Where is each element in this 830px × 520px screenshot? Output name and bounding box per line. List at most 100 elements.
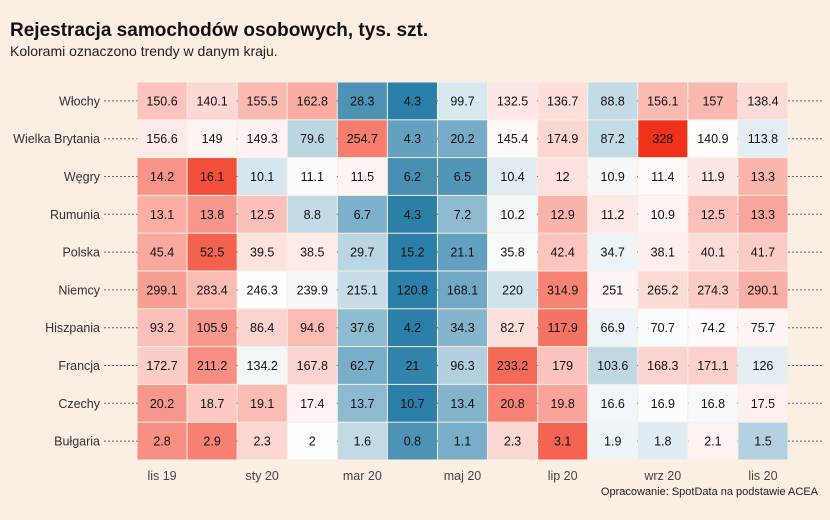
cell-value-label: 16.6 xyxy=(601,397,625,411)
cell-value-label: 145.4 xyxy=(497,132,528,146)
heatmap-cell xyxy=(187,120,237,158)
cell-value-label: 120.8 xyxy=(397,283,428,297)
cell-value-label: 156.6 xyxy=(146,132,177,146)
cell-value-label: 35.8 xyxy=(500,246,524,260)
cell-value-label: 251 xyxy=(602,283,623,297)
cell-value-label: 162.8 xyxy=(297,94,328,108)
heatmap-cell xyxy=(237,195,287,233)
heatmap-cell xyxy=(337,82,387,120)
heatmap-cell xyxy=(588,271,638,309)
cell-value-label: 179 xyxy=(552,359,573,373)
cell-value-label: 265.2 xyxy=(647,283,678,297)
heatmap-cell xyxy=(688,120,738,158)
heatmap-cell xyxy=(437,158,488,195)
cell-value-label: 18.7 xyxy=(200,397,224,411)
heatmap-cell xyxy=(287,120,337,158)
cell-value-label: 157 xyxy=(702,94,723,108)
cell-value-label: 14.2 xyxy=(150,170,174,184)
cell-value-label: 17.5 xyxy=(751,397,775,411)
cell-value-label: 37.6 xyxy=(350,321,374,335)
heatmap-cell xyxy=(287,195,337,233)
cell-value-label: 28.3 xyxy=(350,94,374,108)
cell-value-label: 74.2 xyxy=(701,321,725,335)
cell-value-label: 0.8 xyxy=(404,435,421,449)
heatmap-cell xyxy=(187,384,237,422)
heatmap-cell xyxy=(437,347,488,384)
heatmap-cell xyxy=(437,271,488,309)
cell-value-label: 105.9 xyxy=(196,321,227,335)
heatmap-cell xyxy=(387,384,437,422)
heatmap-cell xyxy=(137,384,187,422)
heatmap-cell xyxy=(538,384,588,422)
cell-value-label: 2.3 xyxy=(253,435,270,449)
heatmap-cell xyxy=(137,158,187,195)
heatmap-cell xyxy=(488,271,538,309)
heatmap-cell xyxy=(137,233,187,271)
cell-value-label: 20.2 xyxy=(150,397,174,411)
cell-value-label: 75.7 xyxy=(751,321,775,335)
heatmap-cell xyxy=(437,82,488,120)
heatmap-cell xyxy=(538,422,588,460)
heatmap-cell xyxy=(738,422,788,460)
cell-value-label: 16.9 xyxy=(651,397,675,411)
cell-value-label: 96.3 xyxy=(450,359,474,373)
x-tick-label: wrz 20 xyxy=(643,469,681,483)
heatmap-cell xyxy=(738,195,788,233)
heatmap-cell xyxy=(437,422,488,460)
cell-value-label: 211.2 xyxy=(197,359,227,373)
heatmap-cell xyxy=(538,195,588,233)
heatmap-cell xyxy=(738,271,788,309)
cell-value-label: 134.2 xyxy=(247,359,278,373)
heatmap-cell xyxy=(488,82,538,120)
cell-value-label: 7.2 xyxy=(454,208,471,222)
x-tick-label: maj 20 xyxy=(444,469,482,483)
heatmap-cell xyxy=(488,347,538,384)
heatmap-cell xyxy=(688,82,738,120)
heatmap-cell xyxy=(738,347,788,384)
cell-value-label: 20.2 xyxy=(450,132,474,146)
heatmap-cell xyxy=(738,384,788,422)
cell-value-label: 246.3 xyxy=(247,283,278,297)
cell-value-label: 16.8 xyxy=(701,397,725,411)
row-label: Hiszpania xyxy=(45,321,100,335)
heatmap-cell xyxy=(387,195,437,233)
cell-value-label: 314.9 xyxy=(547,283,578,297)
heatmap-cell xyxy=(187,195,237,233)
cell-value-label: 174.9 xyxy=(547,132,578,146)
heatmap-cell xyxy=(437,233,488,271)
heatmap-cell xyxy=(337,422,387,460)
cell-value-label: 1.9 xyxy=(604,435,621,449)
heatmap-cell xyxy=(688,271,738,309)
heatmap-cell xyxy=(588,347,638,384)
cell-value-label: 42.4 xyxy=(550,246,574,260)
heatmap-cell xyxy=(638,120,688,158)
heatmap-cell xyxy=(488,233,538,271)
heatmap-cell xyxy=(437,309,488,347)
cell-value-label: 45.4 xyxy=(150,246,174,260)
cell-value-label: 13.3 xyxy=(751,170,775,184)
row-label: Węgry xyxy=(64,170,101,184)
heatmap-cell xyxy=(588,120,638,158)
cell-value-label: 38.5 xyxy=(300,246,324,260)
heatmap-cell xyxy=(337,120,387,158)
cell-value-label: 38.1 xyxy=(651,246,675,260)
heatmap-cell xyxy=(688,384,738,422)
cell-value-label: 6.2 xyxy=(404,170,421,184)
heatmap-cell xyxy=(588,422,638,460)
heatmap-cell xyxy=(688,422,738,460)
heatmap-cell xyxy=(387,271,437,309)
heatmap-cell xyxy=(387,82,437,120)
row-label: Czechy xyxy=(58,397,100,411)
heatmap-cell xyxy=(588,158,638,195)
cell-value-label: 274.3 xyxy=(697,283,728,297)
cell-value-label: 11.4 xyxy=(651,170,674,184)
heatmap-cell xyxy=(538,158,588,195)
cell-value-label: 13.4 xyxy=(450,397,474,411)
heatmap-cell xyxy=(187,158,237,195)
cell-value-label: 4.3 xyxy=(404,94,421,108)
heatmap-cell xyxy=(638,422,688,460)
heatmap-cell xyxy=(638,158,688,195)
cell-value-label: 11.9 xyxy=(701,170,724,184)
heatmap-cell xyxy=(688,195,738,233)
